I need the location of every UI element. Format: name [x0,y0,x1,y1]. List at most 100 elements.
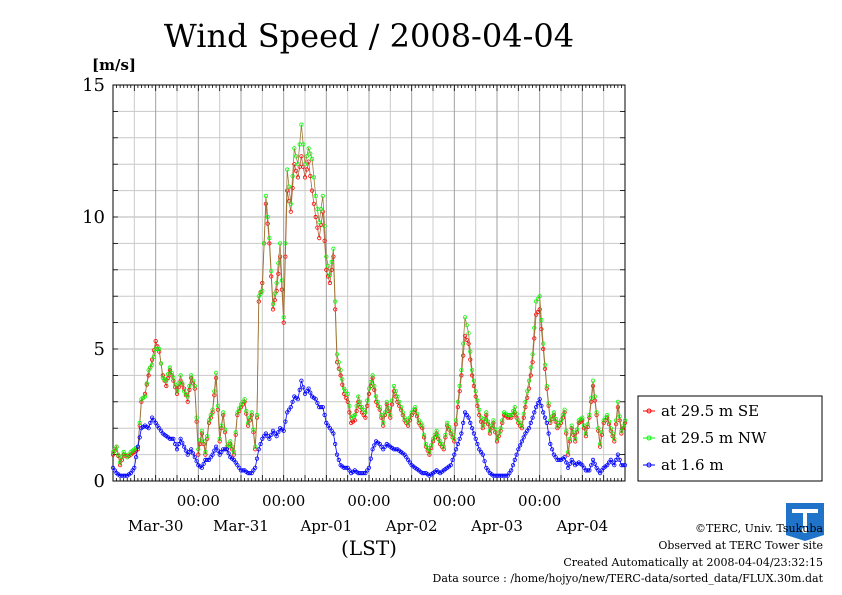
data-point [393,389,398,394]
data-point [413,404,418,410]
data-point [523,399,528,404]
data-point [352,418,357,423]
data-point [295,175,300,180]
data-point [466,331,471,336]
data-point [436,433,441,439]
data-point [176,385,181,390]
data-point [382,410,388,415]
data-point [174,389,180,394]
data-point [370,447,375,452]
data-point [386,406,391,411]
data-point [420,423,425,428]
data-point [541,410,546,415]
data-point [519,426,525,431]
data-point [322,224,327,229]
data-point [214,444,219,449]
data-point [452,452,457,457]
data-point [512,404,517,410]
data-point [478,415,484,420]
data-point [247,470,252,476]
data-point [201,439,206,444]
data-point [617,414,622,419]
legend-marker [646,408,652,414]
created-text: Created Automatically at 2008-04-04/23:3… [563,556,823,569]
data-point [405,420,411,425]
data-point [137,435,142,440]
data-point [414,411,420,416]
data-point [285,167,290,172]
data-point [185,394,190,399]
data-point [302,162,308,167]
data-point [514,411,519,416]
data-point [212,389,217,394]
data-point [453,447,459,452]
legend-label: at 29.5 m NW [661,429,767,447]
data-point [281,320,286,325]
data-point [203,449,208,455]
data-point [249,410,254,415]
data-point [564,460,569,465]
data-point [187,383,192,389]
data-point [336,360,341,365]
data-point [277,254,283,259]
x-day-label: Apr-01 [299,517,352,535]
data-point [306,386,311,391]
data-point [434,428,439,433]
data-point [395,394,400,399]
data-point [493,427,498,432]
data-point [503,473,508,478]
data-point [338,373,343,378]
data-point [473,436,478,441]
data-point [331,431,336,436]
data-point [269,268,274,274]
data-point [173,382,178,387]
data-point [270,307,276,312]
data-point [498,426,503,431]
data-point [462,315,468,320]
data-point [622,463,628,468]
data-point [192,455,197,460]
data-point [288,201,293,206]
data-point [146,426,151,431]
x-day-label: Apr-02 [385,517,438,535]
data-point [365,403,370,408]
data-point [381,420,386,425]
data-point [288,404,293,410]
data-point [477,407,482,412]
data-point [480,423,485,428]
data-point [450,457,455,462]
series-layer [110,122,628,478]
data-point [535,400,541,406]
data-point [171,375,176,381]
data-point [443,432,448,437]
data-point [123,473,128,478]
data-point [334,352,340,357]
data-point [455,399,460,404]
data-point [315,225,320,230]
data-point [468,420,473,425]
data-point [587,412,592,418]
data-point [615,399,621,404]
data-point [171,436,176,441]
data-point [510,408,516,414]
data-point [393,447,398,452]
data-point [313,397,318,402]
data-point [617,457,622,462]
data-point [377,404,382,410]
data-point [391,383,396,389]
data-point [421,470,427,476]
data-point [228,439,233,444]
data-point [487,428,492,433]
data-point [299,122,304,127]
data-point [194,459,199,464]
data-point [532,410,537,415]
data-point [594,410,599,415]
data-point [608,426,613,431]
data-point [279,278,284,283]
data-point [398,404,404,410]
data-point [562,407,567,412]
data-point [174,447,180,452]
data-point [539,317,544,323]
data-point [340,377,345,382]
data-point [309,156,315,161]
